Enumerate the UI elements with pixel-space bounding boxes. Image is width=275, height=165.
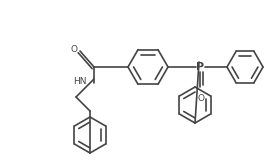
Text: O: O <box>197 94 205 103</box>
Text: O: O <box>70 46 78 54</box>
Text: P: P <box>196 62 204 72</box>
Text: HN: HN <box>73 78 87 86</box>
